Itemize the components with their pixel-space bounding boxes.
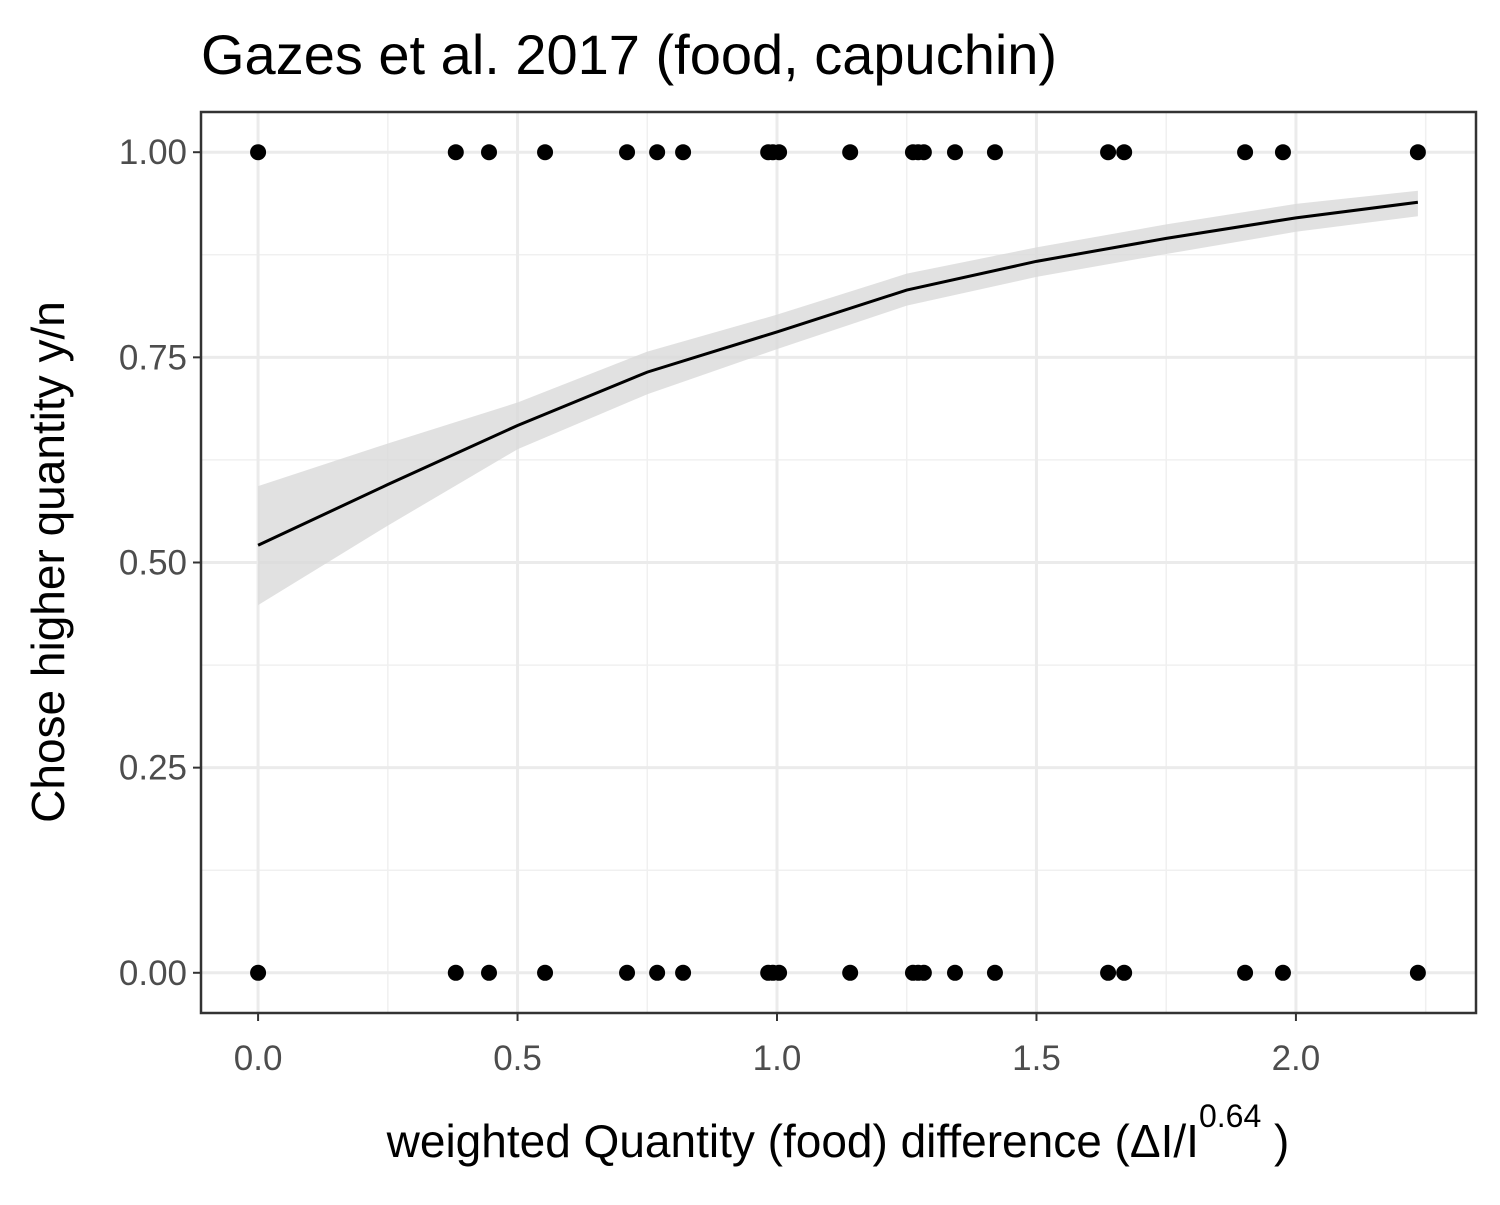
point <box>986 144 1003 161</box>
point <box>1274 964 1291 981</box>
x-tick-label: 1.5 <box>1012 1039 1061 1078</box>
point <box>1409 144 1426 161</box>
point <box>675 964 692 981</box>
x-tick-label: 0.5 <box>493 1039 542 1078</box>
point <box>1100 964 1117 981</box>
point <box>481 964 498 981</box>
point <box>1274 144 1291 161</box>
y-axis-label: Chose higher quantity y/n <box>22 301 74 823</box>
y-tick-label: 1.00 <box>119 133 187 172</box>
point <box>537 964 554 981</box>
point <box>915 964 932 981</box>
point <box>250 964 267 981</box>
point <box>619 964 636 981</box>
point <box>915 144 932 161</box>
y-tick-label: 0.00 <box>119 954 187 993</box>
x-tick-label: 0.0 <box>234 1039 283 1078</box>
point <box>481 144 498 161</box>
plot-border <box>199 110 1478 1015</box>
y-tick-label: 0.75 <box>119 338 187 377</box>
point <box>447 144 464 161</box>
point <box>1100 144 1117 161</box>
point <box>447 964 464 981</box>
fit-line <box>257 200 1419 547</box>
point <box>1237 964 1254 981</box>
point <box>1116 964 1133 981</box>
x-axis-label-end: ) <box>1261 1115 1289 1167</box>
point <box>649 964 666 981</box>
point <box>771 964 788 981</box>
y-tick-label: 0.50 <box>119 544 187 583</box>
point <box>250 144 267 161</box>
point <box>946 144 963 161</box>
point <box>537 144 554 161</box>
x-axis-label: weighted Quantity (food) difference (ΔI/… <box>386 1098 1290 1167</box>
point <box>619 144 636 161</box>
point <box>649 144 666 161</box>
point <box>1116 144 1133 161</box>
x-tick-label: 2.0 <box>1272 1039 1321 1078</box>
x-axis-label-main: weighted Quantity (food) difference (ΔI/… <box>386 1115 1199 1167</box>
point <box>842 144 859 161</box>
y-tick-label: 0.25 <box>119 749 187 788</box>
point <box>986 964 1003 981</box>
chart-title: Gazes et al. 2017 (food, capuchin) <box>201 23 1057 86</box>
point <box>1237 144 1254 161</box>
x-axis-label-sup: 0.64 <box>1199 1098 1261 1134</box>
point <box>771 144 788 161</box>
point <box>842 964 859 981</box>
point <box>675 144 692 161</box>
x-tick-label: 1.0 <box>753 1039 802 1078</box>
point <box>1409 964 1426 981</box>
point <box>946 964 963 981</box>
